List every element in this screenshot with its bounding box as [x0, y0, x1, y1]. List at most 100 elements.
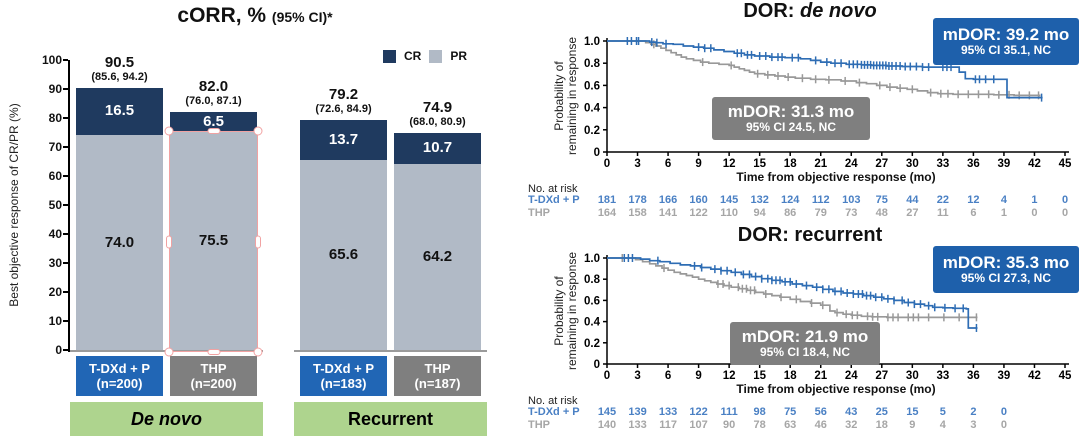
bar-chart-plot-area: 0 10 20 30 40 50 60 70 80 90 100 De novo 74.0 16.5 90.… — [0, 0, 520, 439]
km-title-de-novo: DOR: de novo — [580, 0, 1040, 23]
risk-cell: 2 — [970, 406, 977, 418]
km-curve-thp — [607, 40, 1041, 97]
km-plot-de-novo: 00.20.40.60.81.00 3 6 9 12 15 18 21 24 27 30 33 36 39… — [584, 36, 1072, 170]
risk-cell: 166 — [658, 194, 678, 206]
km-x-tick-label: 3 — [634, 370, 640, 382]
risk-row-name: T-DXd + P — [528, 194, 580, 206]
risk-cell: 139 — [628, 406, 647, 418]
bar-y-tick-label: 60 — [48, 169, 62, 183]
km-y-tick-label: 0.6 — [584, 295, 600, 307]
bar-y-axis — [68, 60, 70, 352]
bar-chart-legend: CR PR — [383, 49, 467, 63]
bar-y-tick-label: 70 — [48, 140, 62, 154]
bar-y-tick — [63, 349, 68, 351]
km-x-tick-label: 45 — [1059, 158, 1072, 170]
bar-y-tick-label: 90 — [48, 82, 62, 96]
km-curve-tdxdp — [607, 40, 1043, 99]
legend-swatch-pr — [429, 49, 443, 63]
mdor-box-thp-recurrent: mDOR: 21.9 mo 95% CI 18.4, NC — [730, 322, 880, 365]
km-x-tick-label: 24 — [845, 370, 858, 382]
km-x-tick-label: 15 — [753, 370, 766, 382]
risk-cell: 86 — [784, 207, 797, 219]
bar-y-tick-label: 40 — [48, 227, 62, 241]
km-title-prefix: DOR: — [737, 224, 795, 246]
risk-cell: 133 — [628, 419, 647, 431]
mdor-box-tdxd-recurrent: mDOR: 35.3 mo 95% CI 27.3, NC — [933, 246, 1079, 293]
km-y-tick-label: 0.6 — [584, 80, 600, 92]
bar-segment-cr-label: 13.7 — [328, 131, 359, 149]
risk-cell: 141 — [658, 207, 678, 219]
km-x-tick-label: 33 — [936, 158, 949, 170]
risk-cell: 122 — [689, 207, 708, 219]
no-at-risk-label: No. at risk — [528, 395, 578, 407]
selection-handle — [164, 347, 174, 357]
bar-total-label: 79.2 — [328, 86, 359, 104]
risk-cell: 73 — [845, 207, 858, 219]
risk-cell: 160 — [689, 194, 708, 206]
arm-label-box: THP (n=200) — [170, 356, 257, 396]
risk-cell: 18 — [875, 419, 888, 431]
risk-cell: 22 — [936, 194, 949, 206]
bar-segment-cr — [394, 132, 481, 164]
bar-segment-pr — [394, 163, 481, 350]
bar-segment-cr — [300, 120, 387, 160]
km-x-axis-label: Time from objective response (mo) — [736, 170, 936, 184]
km-x-tick-label: 42 — [1028, 158, 1041, 170]
selection-handle — [207, 349, 220, 355]
km-x-tick-label: 24 — [845, 158, 858, 170]
bar-ci-label: (72.6, 84.9) — [315, 103, 372, 116]
bar-y-tick — [63, 117, 68, 119]
selection-handle — [207, 128, 220, 135]
risk-row-name: THP — [528, 207, 550, 219]
risk-cell: 145 — [597, 406, 617, 418]
km-y-tick-label: 0.2 — [584, 125, 600, 137]
risk-cell: 9 — [909, 419, 916, 431]
risk-cell: 140 — [597, 419, 617, 431]
selection-handle — [255, 235, 261, 249]
km-x-tick-label: 36 — [967, 370, 980, 382]
corr-bar-chart-panel: cORR, % (95% CI)* CR PR Best objective r… — [0, 0, 520, 439]
km-y-tick-label: 0.8 — [584, 274, 601, 286]
bar-y-tick — [63, 59, 68, 61]
risk-cell: 15 — [906, 406, 919, 418]
risk-cell: 0 — [1000, 406, 1007, 418]
km-x-tick-label: 12 — [723, 370, 736, 382]
risk-cell: 4 — [1000, 194, 1007, 206]
risk-cell: 1 — [1031, 194, 1038, 206]
risk-cell: 112 — [811, 194, 830, 206]
selection-handle — [164, 126, 174, 136]
risk-cell: 78 — [753, 419, 766, 431]
km-y-tick-label: 1.0 — [584, 36, 600, 48]
km-x-tick-label: 0 — [604, 158, 610, 170]
risk-cell: 44 — [906, 194, 919, 206]
risk-cell: 11 — [937, 207, 949, 219]
bar-ci-label: (85.6, 94.2) — [91, 70, 148, 83]
risk-cell: 122 — [689, 406, 708, 418]
bar-y-tick — [63, 88, 68, 90]
risk-cell: 158 — [628, 207, 647, 219]
risk-cell: 63 — [784, 419, 797, 431]
bar-segment-pr-label: 74.0 — [104, 233, 135, 251]
risk-cell: 5 — [939, 406, 946, 418]
km-title-subgroup: de novo — [800, 0, 877, 22]
legend-label-cr: CR — [404, 49, 422, 63]
risk-cell: 133 — [658, 406, 678, 418]
bar-segment-cr-label: 6.5 — [203, 112, 224, 130]
bar-chart-title-main: cORR, % — [177, 4, 267, 27]
bar-segment-cr — [76, 87, 163, 136]
bar-segment-pr — [76, 135, 163, 350]
km-title-prefix: DOR: — [743, 0, 800, 22]
bar-y-tick-label: 30 — [48, 256, 62, 270]
bar-segment-pr-label: 65.6 — [328, 245, 359, 263]
risk-cell: 0 — [1061, 194, 1069, 206]
bar-y-tick-label: 20 — [48, 285, 62, 299]
risk-cell: 3 — [970, 419, 977, 431]
arm-n: (n=187) — [414, 376, 461, 391]
arm-name: THP — [424, 361, 451, 376]
bar-y-tick — [63, 291, 68, 293]
mdor-box-tdxd-de-novo: mDOR: 39.2 mo 95% CI 35.1, NC — [933, 18, 1079, 65]
risk-cell: 12 — [967, 194, 980, 206]
km-x-tick-label: 42 — [1028, 370, 1041, 382]
km-x-tick-label: 30 — [906, 370, 919, 382]
